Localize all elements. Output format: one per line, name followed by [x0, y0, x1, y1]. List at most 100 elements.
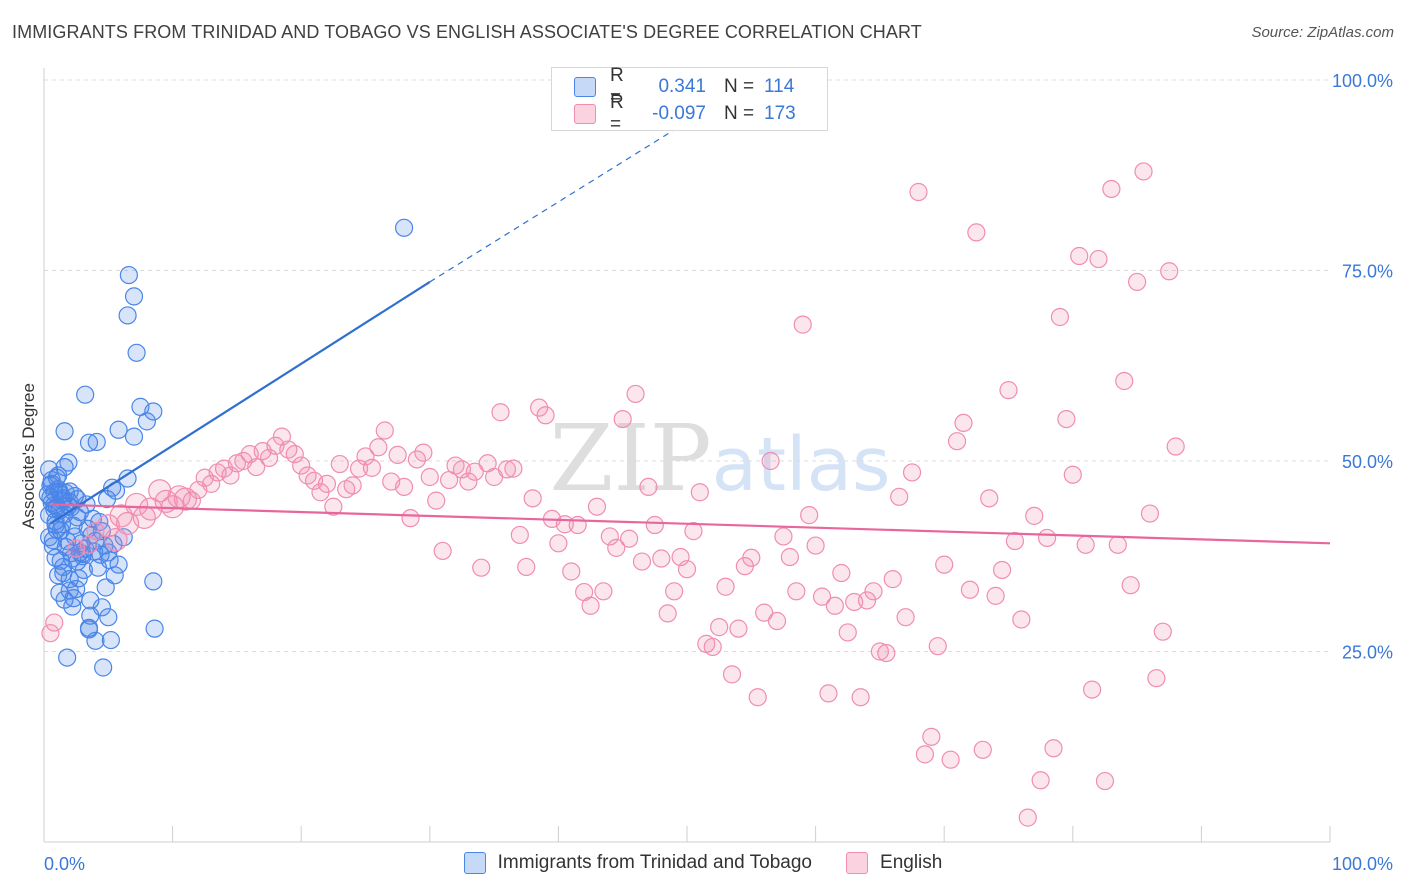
legend-item-english: English [846, 852, 942, 874]
data-point-english [1025, 506, 1044, 525]
data-point-trinidad [144, 402, 163, 421]
data-point-english [947, 432, 967, 451]
data-point-english [343, 476, 362, 495]
data-point-trinidad [124, 427, 144, 446]
data-point-english [568, 515, 587, 535]
data-point-english [86, 522, 105, 541]
data-point-english [890, 487, 909, 506]
data-point-english [1082, 680, 1102, 699]
watermark: ZIPatlas [550, 405, 891, 512]
n-label: N = [724, 76, 755, 97]
data-point-english [96, 514, 120, 538]
data-point-english [594, 582, 613, 601]
data-point-english [857, 591, 877, 610]
n-value: 173 [764, 103, 796, 124]
data-point-english [1005, 531, 1025, 551]
data-point-english [600, 527, 619, 546]
data-point-english [45, 613, 64, 632]
data-point-english [928, 637, 947, 656]
data-point-english [1102, 179, 1121, 199]
data-point-english [1070, 246, 1089, 266]
data-point-english [587, 497, 607, 516]
data-point-english [677, 560, 697, 579]
data-point-english [722, 665, 742, 684]
data-point-english [414, 443, 433, 462]
data-point-trinidad [81, 591, 100, 610]
data-point-english [375, 421, 394, 440]
data-point-trinidad [79, 433, 99, 452]
data-point-trinidad [51, 485, 70, 504]
data-point-english [401, 509, 420, 528]
y-axis-label: Associate's Degree [19, 383, 38, 529]
data-point-english [960, 580, 980, 599]
data-point-trinidad [99, 608, 118, 627]
data-point-trinidad [109, 555, 128, 574]
data-point-english [652, 549, 671, 568]
data-point-english [883, 570, 902, 589]
data-point-trinidad [127, 343, 146, 362]
data-point-trinidad [79, 620, 99, 639]
data-point-english [1147, 669, 1166, 688]
n-label: N = [724, 103, 755, 124]
data-point-english [202, 474, 221, 493]
series-legend: Immigrants from Trinidad and Tobago Engl… [0, 852, 1406, 874]
data-point-english [523, 489, 542, 508]
data-point-english [999, 381, 1018, 400]
data-point-trinidad [118, 306, 137, 325]
data-point-english [665, 582, 684, 601]
data-point-trinidad [63, 597, 82, 616]
data-point-english [812, 587, 832, 606]
data-point-english [510, 525, 529, 545]
data-point-english [716, 577, 735, 596]
data-point-english [1127, 272, 1147, 292]
data-point-trinidad [114, 528, 133, 547]
data-point-trinidad [58, 648, 77, 667]
data-point-english [620, 529, 639, 548]
data-point-english [1037, 528, 1057, 548]
data-point-english [825, 596, 844, 615]
stats-legend-row-blue: R = 0.341 N = 114 [574, 65, 794, 108]
data-point-english [530, 398, 549, 417]
data-point-english [465, 462, 484, 481]
data-point-trinidad [96, 578, 115, 597]
data-point-english [877, 643, 896, 663]
data-point-english [967, 223, 986, 242]
data-point-english [774, 527, 793, 546]
data-point-english [362, 458, 382, 477]
data-point-english [645, 515, 664, 535]
data-point-trinidad [90, 512, 109, 532]
data-point-english [1160, 262, 1179, 281]
data-point-english [1063, 465, 1082, 484]
chart-title: IMMIGRANTS FROM TRINIDAD AND TOBAGO VS E… [12, 22, 922, 42]
data-point-english [517, 557, 536, 577]
data-point-trinidad [137, 412, 156, 431]
data-point-english [124, 492, 149, 517]
data-point-trinidad [94, 658, 113, 677]
data-point-english [292, 456, 311, 475]
data-point-english [356, 447, 375, 466]
r-value: 0.341 [658, 76, 706, 97]
data-point-english [407, 450, 427, 469]
data-point-english [1057, 409, 1076, 429]
data-point-trinidad [144, 572, 163, 591]
data-point-english [1153, 622, 1172, 641]
data-point-english [433, 541, 452, 561]
data-point-english [472, 558, 491, 577]
legend-item-trinidad: Immigrants from Trinidad and Tobago [463, 852, 812, 874]
data-point-english [935, 555, 954, 574]
data-point-english [896, 608, 915, 627]
data-point-english [324, 497, 343, 516]
data-point-english [536, 406, 555, 425]
data-point-english [761, 451, 780, 471]
data-point-english [1018, 808, 1037, 827]
data-point-trinidad [109, 420, 128, 439]
data-point-english [838, 623, 857, 642]
data-point-trinidad [92, 598, 111, 617]
data-point-english [388, 445, 407, 465]
data-point-english [684, 522, 703, 541]
data-point-trinidad [86, 631, 105, 650]
data-point-english [902, 463, 922, 482]
data-point-english [1134, 162, 1153, 181]
data-point-trinidad [42, 470, 61, 490]
data-point-english [748, 688, 767, 707]
